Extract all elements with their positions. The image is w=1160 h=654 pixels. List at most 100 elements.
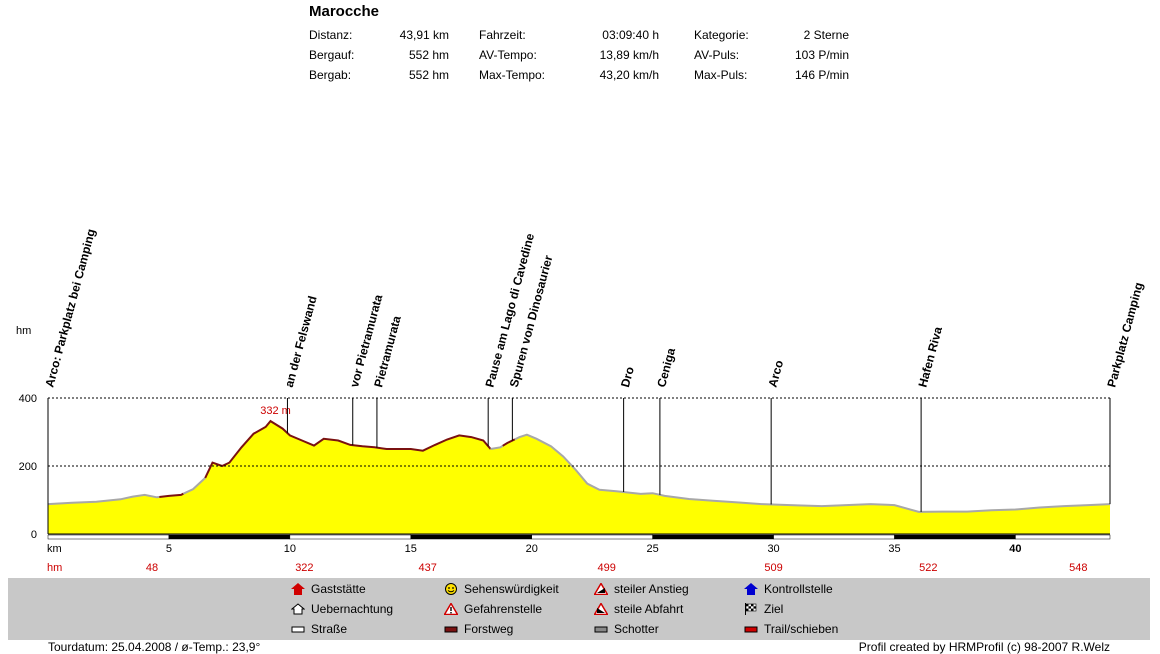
stat-label: Bergab: [309,68,352,82]
km-scale-bar-segment [289,534,412,540]
legend-item: Straße [291,622,347,636]
hm-row-unit: hm [47,562,62,574]
elevation-line-road [47,493,160,506]
smiley-icon [444,583,458,595]
cumulative-hm-label: 437 [419,562,437,574]
max-elevation-label: 332 m [260,405,291,417]
y-tick-label: 0 [31,529,37,541]
cumulative-hm-label: 499 [598,562,616,574]
stat-label: Fahrzeit: [479,28,526,42]
elevation-line-road [490,444,504,450]
stat-value: 13,89 km/h [599,48,659,62]
waypoint-label: Ceniga [654,346,678,389]
legend-label: Kontrollstelle [764,582,833,596]
stat-label: AV-Tempo: [479,48,537,62]
legend-label: Trail/schieben [764,622,839,636]
x-axis-unit: km [47,543,62,555]
stat-value: 103 P/min [794,48,849,62]
x-tick-label: 25 [647,543,659,555]
house-outline-icon [290,603,306,615]
x-tick-label: 20 [526,543,538,555]
waypoint-label: Hafen Riva [915,325,945,389]
legend-item: Schotter [594,622,659,636]
km-scale-bar-segment [47,534,170,540]
y-tick-label: 200 [19,461,37,473]
x-tick-label: 15 [405,543,417,555]
legend-label: Sehenswürdigkeit [464,582,559,596]
cumulative-hm-label: 48 [146,562,158,574]
elevation-line-forest [159,492,184,498]
steep-down-icon [593,602,609,616]
stat-value: 2 Sterne [803,28,849,42]
x-tick-label: 35 [888,543,900,555]
legend-item: Ziel [744,602,783,616]
x-tick-label: 10 [284,543,296,555]
house-blue-icon [744,583,758,595]
legend-label: Straße [311,622,348,636]
waypoint-label: Arco [766,359,787,389]
stat-value: 146 P/min [794,68,849,82]
legend-item: steile Abfahrt [593,602,684,616]
stat-label: Kategorie: [694,28,749,42]
stat-label: Max-Tempo: [479,68,546,82]
legend-label: Gaststätte [311,582,366,596]
stat-value: 552 hm [408,48,449,62]
stat-label: Max-Puls: [694,68,748,82]
km-scale-bar-segment [410,534,532,540]
warning-triangle-icon [443,602,459,616]
cumulative-hm-label: 522 [919,562,937,574]
page-title: Marocche [309,3,380,20]
legend-item: Trail/schieben [744,622,838,636]
stat-value: 43,91 km [399,28,449,42]
stat-value: 43,20 km/h [599,68,659,82]
waypoint-label: an der Felswand [282,294,320,388]
legend-item: Uebernachtung [290,602,394,616]
legend-panel: Gaststätte Uebernachtung Straße Sehenswürdi… [8,578,1150,640]
legend-label: steiler Anstieg [614,582,689,596]
y-tick-label: 400 [19,393,37,405]
stat-label: Distanz: [309,28,353,42]
white-bar-icon [291,623,305,635]
elevation-chart: 0 200 400 hm km 5 10 15 20 25 30 35 40 hm 48 322 437 499 5… [16,227,1146,574]
y-axis-unit: hm [16,325,31,337]
waypoint-label: Parkplatz Camping [1104,281,1145,389]
stat-value: 552 hm [408,68,449,82]
legend-item: steiler Anstieg [593,582,689,596]
red-bar-icon [744,623,758,635]
legend-label: Uebernachtung [311,602,394,616]
stat-label: Bergauf: [309,48,355,62]
steep-up-icon [593,582,609,596]
x-tick-label: 40 [1009,543,1021,555]
footer-credit: Profil created by HRMProfil (c) 98-2007 … [858,640,1110,654]
waypoint-label: Arco: Parkplatz bei Camping [42,227,98,388]
km-scale-bar-segment [652,534,774,540]
stat-label: AV-Puls: [694,48,740,62]
x-tick-label: 5 [166,543,172,555]
legend-label: Ziel [764,602,784,616]
gray-bar-icon [594,623,608,635]
checkered-flag-icon [744,603,758,615]
legend-item: Gaststätte [291,582,366,596]
legend-label: Schotter [614,622,659,636]
x-tick-label: 30 [767,543,779,555]
legend-item: Sehenswürdigkeit [444,582,559,596]
cumulative-hm-label: 322 [295,562,313,574]
legend-label: steile Abfahrt [614,602,684,616]
km-scale-bar-segment [168,534,291,540]
legend-label: Gefahrenstelle [464,602,543,616]
legend-label: Forstweg [464,622,514,636]
house-red-icon [291,583,305,595]
km-scale-bar-segment [1015,534,1111,540]
km-scale-bar-segment [773,534,895,540]
elevation-line-road [514,433,1111,513]
elevation-line-road [182,477,206,495]
cumulative-hm-label: 509 [764,562,782,574]
legend-item: Kontrollstelle [744,582,833,596]
cumulative-hm-label: 548 [1069,562,1087,574]
km-scale-bar-segment [894,534,1016,540]
waypoint-label: Dro [618,365,637,389]
legend-item: Forstweg [444,622,513,636]
footer-tour-info: Tourdatum: 25.04.2008 / ø-Temp.: 23,9° [48,640,261,654]
legend-item: Gefahrenstelle [443,602,543,616]
dark-red-bar-icon [444,623,458,635]
